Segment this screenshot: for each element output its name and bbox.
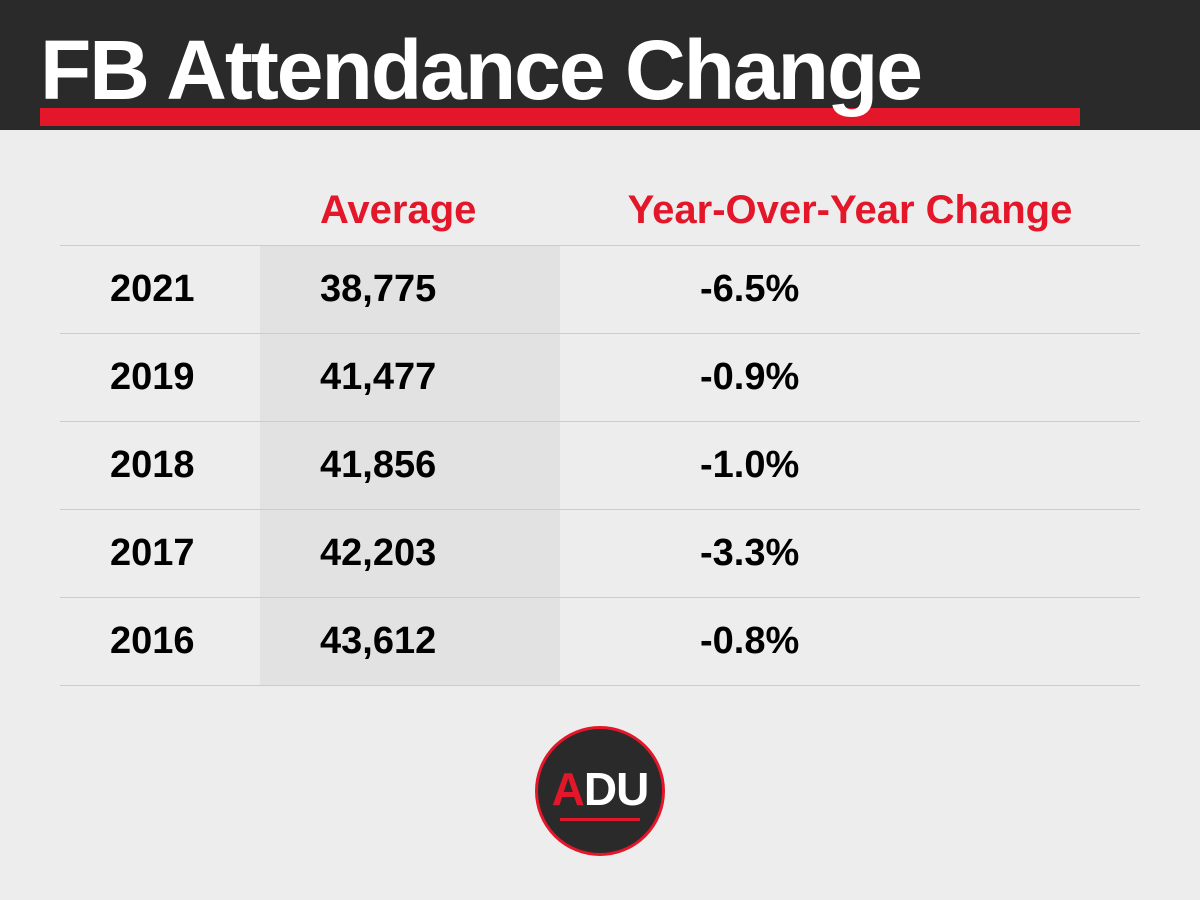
cell-change: -3.3% xyxy=(560,510,1140,597)
table-row: 2019 41,477 -0.9% xyxy=(60,333,1140,421)
logo-underline xyxy=(560,818,640,821)
adu-logo: ADU xyxy=(535,726,665,856)
cell-average: 42,203 xyxy=(260,510,560,597)
cell-year: 2019 xyxy=(60,334,260,421)
cell-year: 2018 xyxy=(60,422,260,509)
cell-year: 2017 xyxy=(60,510,260,597)
cell-change: -0.8% xyxy=(560,598,1140,685)
page-title: FB Attendance Change xyxy=(40,28,1160,112)
logo-letter-a: A xyxy=(552,763,584,815)
table-header-row: Average Year-Over-Year Change xyxy=(60,170,1140,245)
cell-average: 41,477 xyxy=(260,334,560,421)
table-header-average: Average xyxy=(260,188,560,233)
table-body: 2021 38,775 -6.5% 2019 41,477 -0.9% 2018… xyxy=(60,245,1140,686)
table-header-year xyxy=(60,188,260,233)
cell-average: 41,856 xyxy=(260,422,560,509)
table-row: 2017 42,203 -3.3% xyxy=(60,509,1140,597)
logo-container: ADU xyxy=(60,726,1140,856)
table-row: 2018 41,856 -1.0% xyxy=(60,421,1140,509)
table-row: 2021 38,775 -6.5% xyxy=(60,245,1140,333)
cell-year: 2021 xyxy=(60,246,260,333)
cell-change: -0.9% xyxy=(560,334,1140,421)
cell-average: 38,775 xyxy=(260,246,560,333)
cell-change: -1.0% xyxy=(560,422,1140,509)
content-area: Average Year-Over-Year Change 2021 38,77… xyxy=(0,130,1200,856)
table-header-change: Year-Over-Year Change xyxy=(560,188,1140,233)
header-bar: FB Attendance Change xyxy=(0,0,1200,130)
cell-average: 43,612 xyxy=(260,598,560,685)
cell-change: -6.5% xyxy=(560,246,1140,333)
table-row: 2016 43,612 -0.8% xyxy=(60,597,1140,686)
logo-letter-du: DU xyxy=(584,763,648,815)
cell-year: 2016 xyxy=(60,598,260,685)
